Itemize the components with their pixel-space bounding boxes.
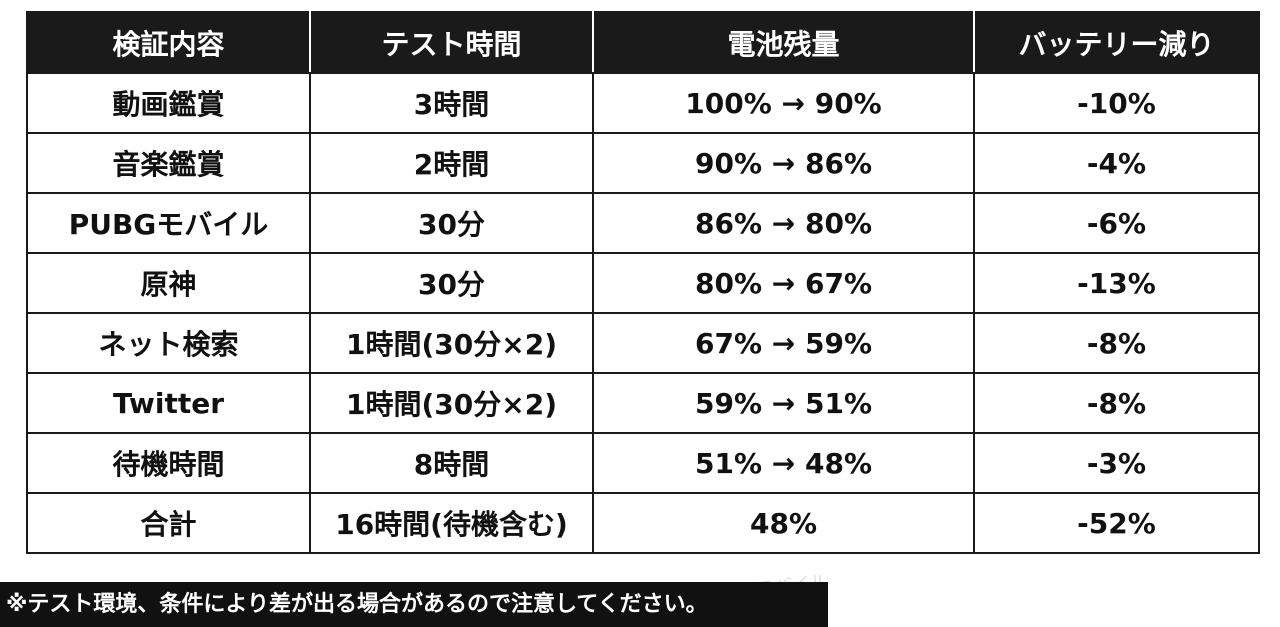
table-row: 動画鑑賞 3時間 100% → 90% -10% <box>26 72 1260 134</box>
cell-battery-drain: -8% <box>973 312 1260 374</box>
cell-test-content: 原神 <box>26 252 311 314</box>
table-row: Twitter 1時間(30分×2) 59% → 51% -8% <box>26 372 1260 434</box>
cell-test-time: 1時間(30分×2) <box>309 372 594 434</box>
cell-battery-level: 51% → 48% <box>592 432 975 494</box>
table-row: 原神 30分 80% → 67% -13% <box>26 252 1260 314</box>
cell-battery-drain: -3% <box>973 432 1260 494</box>
cell-battery-level: 80% → 67% <box>592 252 975 314</box>
cell-battery-level: 100% → 90% <box>592 72 975 134</box>
cell-test-content: 待機時間 <box>26 432 311 494</box>
cell-test-content: 動画鑑賞 <box>26 72 311 134</box>
cell-battery-drain: -10% <box>973 72 1260 134</box>
cell-battery-drain: -6% <box>973 192 1260 254</box>
cell-test-content: PUBGモバイル <box>26 192 311 254</box>
battery-test-table: 検証内容 テスト時間 電池残量 バッテリー減り 動画鑑賞 3時間 100% → … <box>26 11 1260 554</box>
header-battery-level: 電池残量 <box>592 11 975 74</box>
table-row: ネット検索 1時間(30分×2) 67% → 59% -8% <box>26 312 1260 374</box>
table-row: 音楽鑑賞 2時間 90% → 86% -4% <box>26 132 1260 194</box>
cell-test-time: 3時間 <box>309 72 594 134</box>
cell-battery-level: 48% <box>592 492 975 554</box>
cell-test-content: 合計 <box>26 492 311 554</box>
table-row: PUBGモバイル 30分 86% → 80% -6% <box>26 192 1260 254</box>
cell-battery-level: 67% → 59% <box>592 312 975 374</box>
table-row: 待機時間 8時間 51% → 48% -3% <box>26 432 1260 494</box>
cell-battery-level: 86% → 80% <box>592 192 975 254</box>
cell-battery-level: 59% → 51% <box>592 372 975 434</box>
table-row-total: 合計 16時間(待機含む) 48% -52% <box>26 492 1260 554</box>
header-battery-drain: バッテリー減り <box>973 11 1260 74</box>
cell-battery-drain: -13% <box>973 252 1260 314</box>
cell-battery-drain: -4% <box>973 132 1260 194</box>
cell-test-content: ネット検索 <box>26 312 311 374</box>
cell-test-time: 2時間 <box>309 132 594 194</box>
disclaimer-note: ※テスト環境、条件により差が出る場合があるので注意してください。 <box>0 582 828 627</box>
cell-test-time: 8時間 <box>309 432 594 494</box>
cell-test-time: 30分 <box>309 192 594 254</box>
cell-test-time: 30分 <box>309 252 594 314</box>
header-test-content: 検証内容 <box>26 11 311 74</box>
cell-test-content: 音楽鑑賞 <box>26 132 311 194</box>
cell-test-time: 16時間(待機含む) <box>309 492 594 554</box>
header-test-time: テスト時間 <box>309 11 594 74</box>
header-row: 検証内容 テスト時間 電池残量 バッテリー減り <box>26 11 1260 74</box>
cell-battery-level: 90% → 86% <box>592 132 975 194</box>
cell-test-content: Twitter <box>26 372 311 434</box>
cell-battery-drain: -52% <box>973 492 1260 554</box>
cell-battery-drain: -8% <box>973 372 1260 434</box>
cell-test-time: 1時間(30分×2) <box>309 312 594 374</box>
